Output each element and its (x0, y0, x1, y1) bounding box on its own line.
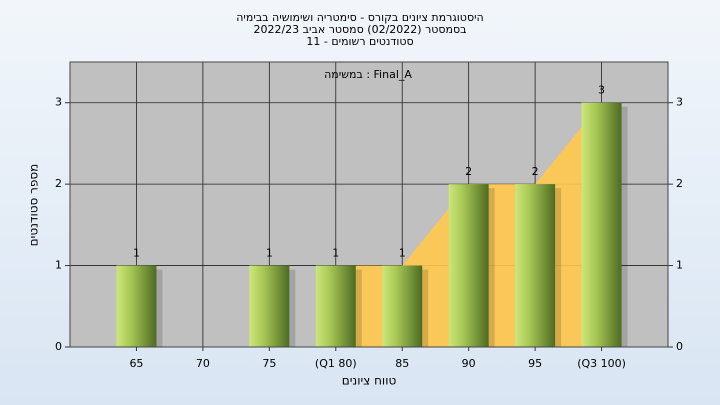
x-tick-label: 75 (262, 357, 276, 370)
y-axis-label: מספר סטודנטים (27, 164, 41, 247)
bar (315, 265, 356, 347)
title-line: בסמסטר (02/2022) סמסטר אביב 2022/23 (253, 23, 466, 36)
x-tick-label: 65 (129, 357, 143, 370)
x-axis-label: טווח ציונים (342, 374, 397, 388)
value-label: 1 (133, 247, 140, 260)
x-tick-label: (Q1 80) (315, 357, 357, 370)
bar (581, 102, 622, 347)
x-tick-label: 95 (528, 357, 542, 370)
value-label: 2 (532, 165, 539, 178)
x-tick-label: 85 (395, 357, 409, 370)
y2-tick-label: 3 (676, 96, 683, 109)
y-tick-label: 0 (55, 340, 62, 353)
title-line: סטודנטים רשומים - 11 (306, 35, 413, 48)
title-line: היסטוגרמת ציונים בקורס - סימטריה ושימושי… (236, 11, 483, 24)
bar (448, 184, 489, 347)
y2-tick-label: 1 (676, 259, 683, 272)
plot-frame (69, 61, 669, 348)
y-tick-label: 2 (55, 177, 62, 190)
value-label: 2 (465, 165, 472, 178)
value-label: 1 (399, 247, 406, 260)
value-label: 1 (332, 247, 339, 260)
x-tick-label: 90 (462, 357, 476, 370)
y2-tick-label: 0 (676, 340, 683, 353)
x-tick-label: 70 (196, 357, 210, 370)
x-tick-label: (Q3 100) (577, 357, 626, 370)
bar (249, 265, 290, 347)
y-tick-label: 3 (55, 96, 62, 109)
annotation: במשימה : Final_A (324, 68, 412, 81)
bar (515, 184, 556, 347)
bar (382, 265, 423, 347)
y2-tick-label: 2 (676, 177, 683, 190)
y-tick-label: 1 (55, 259, 62, 272)
bar (116, 265, 157, 347)
value-label: 1 (266, 247, 273, 260)
value-label: 3 (598, 84, 605, 97)
